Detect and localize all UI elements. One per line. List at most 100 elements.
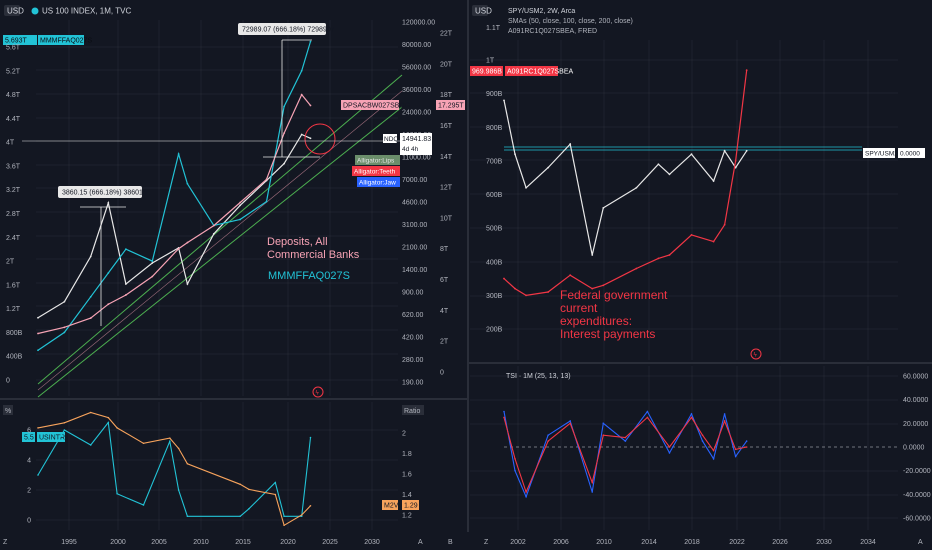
sub-right-tick-0: 2 — [402, 431, 406, 438]
usintr-point-1 — [63, 429, 66, 431]
deposits-text-line2[interactable]: Commercial Banks — [267, 249, 360, 261]
mmmf-badge-name: MMMFFAQ027S — [40, 38, 92, 45]
left-time-axis[interactable]: 1995 2000 2005 2010 2015 2020 2025 2030 — [61, 539, 380, 546]
left-pane-divider[interactable] — [0, 398, 467, 400]
mmmf-text[interactable]: MMMFFAQ027S — [268, 270, 350, 282]
right-currency-label[interactable]: USD — [475, 7, 492, 16]
m2v-point-10 — [248, 488, 250, 491]
alligator-teeth-label[interactable]: Alligator:Teeth — [354, 169, 396, 176]
channel-upper-line[interactable] — [37, 74, 403, 385]
right-currency-box[interactable] — [472, 5, 488, 16]
right-y-axis[interactable]: 1T 900B 800B 700B 600B 500B 400B 300B 200B — [486, 58, 503, 334]
m2v-point-0 — [37, 427, 39, 429]
sub-right-ticks[interactable]: 2 1.8 1.6 1.4 1.2 — [402, 431, 412, 520]
deposits-line-point-5 — [151, 275, 154, 278]
mid-tick-13: 620.00 — [402, 312, 424, 319]
deposits-text-line1[interactable]: Deposits, All — [267, 236, 328, 248]
fed-text-line3[interactable]: expenditures: — [560, 314, 632, 328]
tsi-signal-line-point-3 — [547, 440, 549, 442]
left-axis-ticks[interactable]: 5.6T 5.2T 4.8T 4.4T 4T 3.6T 3.2T 2.8T 2.4T 2T 1.6T… — [6, 45, 23, 385]
mmmf-line[interactable] — [37, 41, 312, 351]
tsi-signal-line-point-10 — [690, 416, 693, 419]
spy-usm2-line-point-9 — [668, 173, 671, 176]
tsi-signal-line[interactable] — [503, 416, 747, 494]
usintr-point-9 — [239, 515, 241, 518]
right-x-tick-6: 2026 — [772, 539, 788, 546]
right-replay-icon[interactable] — [750, 348, 762, 360]
left-tick-14: 0 — [6, 378, 10, 385]
left-replay-icon[interactable] — [312, 386, 324, 398]
highlight-circle[interactable] — [304, 123, 336, 155]
mmmf-value-badge — [3, 35, 37, 45]
spy-usm2-line-point-6 — [602, 207, 605, 209]
left-currency-box[interactable] — [4, 5, 20, 16]
left-corner-b[interactable]: B — [448, 539, 453, 546]
right-y-tick-0: 1T — [486, 58, 495, 65]
usintr-point-2 — [89, 444, 92, 446]
right-x-tick-4: 2018 — [684, 539, 700, 546]
fed-text-line4[interactable]: Interest payments — [560, 327, 655, 341]
interest-payments-line-point-7 — [635, 267, 638, 270]
right-x-tick-8: 2034 — [860, 539, 876, 546]
alligator-lips-label[interactable]: Alligator:Lips — [357, 158, 395, 165]
mmmf-line-point-6 — [177, 153, 180, 155]
left-tick-4: 4T — [6, 140, 15, 147]
deposits-line-point-11 — [283, 132, 286, 135]
m2v-badge-value: 1.29 — [404, 503, 418, 510]
left-corner-z[interactable]: Z — [3, 539, 8, 546]
tsi-title[interactable]: TSI · 1M (25, 13, 13) — [506, 373, 571, 380]
left-replay-glyph: ϟ — [316, 391, 320, 397]
panel-divider[interactable] — [467, 0, 469, 550]
right-axis-ticks[interactable]: 22T 20T 18T 16T 14T 12T 10T 8T 6T 4T 2T 0 — [440, 31, 453, 377]
usintr-value-badge — [22, 432, 35, 442]
sub-left-ticks[interactable]: 6 4 2 0 — [27, 428, 31, 525]
alligator-jaw-badge[interactable] — [357, 177, 400, 187]
interest-payments-line-point-0 — [503, 277, 505, 280]
left-x-tick-3: 2010 — [193, 539, 209, 546]
symbol-logo-icon — [31, 7, 39, 15]
right-time-axis[interactable]: 2002 2006 2010 2014 2018 2022 2026 2030 2034 — [510, 539, 876, 546]
mid-tick-8: 4600.00 — [402, 200, 427, 207]
fed-value-badge — [470, 66, 503, 76]
m2v-value-badge — [402, 500, 419, 510]
ndq-line-point-12 — [300, 133, 303, 136]
interest-payments-line-point-2 — [525, 294, 527, 297]
channel-lower-line[interactable] — [37, 106, 403, 398]
right-y-tick-6: 400B — [486, 259, 503, 266]
alligator-lips-badge[interactable] — [355, 155, 400, 165]
left-tick-10: 1.6T — [6, 282, 21, 289]
tsi-line-point-6 — [602, 422, 605, 425]
deposits-line-point-3 — [107, 303, 110, 306]
spy-usm2-line-point-4 — [569, 143, 572, 145]
left-corner-a[interactable]: A — [418, 539, 423, 546]
ndq-line[interactable] — [37, 133, 311, 319]
usintr-point-5 — [142, 504, 145, 506]
right-corner-a[interactable]: A — [918, 539, 923, 546]
right-tick-9: 4T — [440, 308, 449, 315]
left-chart-title[interactable]: US 100 INDEX, 1M, TVC — [42, 7, 131, 16]
alligator-jaw-label[interactable]: Alligator:Jaw — [359, 180, 396, 187]
right-sma-legend[interactable]: SMAs (50, close, 100, close, 200, close) — [508, 18, 633, 25]
right-fred-legend[interactable]: A091RC1Q027SBEA, FRED — [508, 28, 597, 35]
tsi-tick-6: -60.0000 — [903, 516, 931, 523]
tsi-line-point-8 — [646, 410, 649, 413]
right-chart-title[interactable]: SPY/USM2, 2W, Arca — [508, 8, 575, 15]
measure-annotation-mid[interactable]: 3860.15 (666.18%) 386015 — [58, 186, 147, 326]
left-currency-label[interactable]: USD — [7, 7, 24, 16]
spy-usm2-line-point-13 — [734, 166, 737, 169]
fed-text-line2[interactable]: current — [560, 301, 598, 315]
usintr-point-4 — [116, 492, 118, 495]
alligator-teeth-badge[interactable] — [352, 166, 400, 176]
right-corner-z[interactable]: Z — [484, 539, 489, 546]
tsi-signal-line-point-8 — [646, 416, 649, 419]
right-pane-divider[interactable] — [469, 362, 932, 364]
tsi-y-axis[interactable]: 60.0000 40.0000 20.0000 0.0000 -20.0000 -40.0… — [903, 374, 931, 523]
interest-payments-line-point-13 — [734, 159, 737, 162]
fed-text-line1[interactable]: Federal government — [560, 288, 668, 302]
tsi-signal-line-point-12 — [712, 449, 715, 452]
spy-usm2-line-point-10 — [690, 153, 693, 156]
tsi-grid — [470, 366, 898, 530]
ndq-line-point-11 — [283, 162, 286, 165]
measure-annotation-top[interactable]: 72989.07 (666.18%) 7298907 — [238, 23, 335, 158]
